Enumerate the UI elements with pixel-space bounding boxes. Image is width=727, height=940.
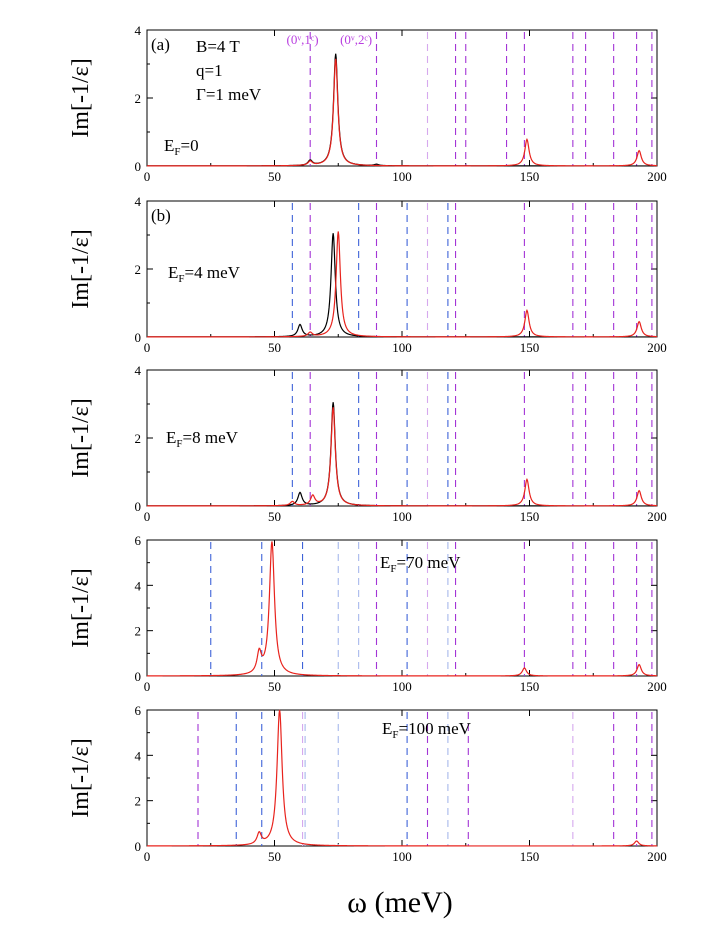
ef-subscript: F xyxy=(176,438,182,450)
ef-value: =8 meV xyxy=(183,428,239,447)
y-tick-label: 0 xyxy=(135,159,142,174)
panel-4: 0 50 100 150 200 0 2 4 6 Im[-1/ε] EF=100 meV xyxy=(68,703,667,864)
x-tick-label: 0 xyxy=(144,169,151,184)
x-tick-label: 100 xyxy=(392,340,412,355)
ef-main: E xyxy=(166,428,176,447)
panel-1: 0 50 100 150 200 0 2 4 Im[-1/ε] (b) EF=4 meV xyxy=(68,194,667,355)
panel-label: (a) xyxy=(151,35,170,54)
x-tick-label: 150 xyxy=(520,340,540,355)
y-tick-label: 6 xyxy=(135,533,142,548)
y-axis-label: Im[-1/ε] xyxy=(68,738,94,817)
fermi-energy-label: EF=70 meV xyxy=(380,553,461,575)
panel-0: 0 50 100 150 200 0 2 4 Im[-1/ε] (a) B=4 T q=1 Γ=1 me… xyxy=(68,23,667,184)
parameter-annotation: Γ=1 meV xyxy=(196,85,262,104)
ef-subscript: F xyxy=(174,146,180,158)
x-tick-label: 200 xyxy=(647,849,667,864)
x-tick-label: 200 xyxy=(647,169,667,184)
parameter-annotation: B=4 T xyxy=(196,37,240,56)
panel-label: (b) xyxy=(151,206,171,225)
y-tick-label: 4 xyxy=(135,23,142,38)
y-tick-label: 4 xyxy=(135,748,142,763)
y-axis-label: Im[-1/ε] xyxy=(68,229,94,308)
x-tick-label: 150 xyxy=(520,849,540,864)
x-tick-label: 0 xyxy=(144,679,151,694)
x-tick-label: 50 xyxy=(268,340,281,355)
x-tick-label: 50 xyxy=(268,849,281,864)
peak-label: (0ᵛ,1ᶜ) xyxy=(287,32,319,47)
y-tick-label: 4 xyxy=(135,194,142,209)
red-spectrum-curve xyxy=(147,231,658,338)
red-spectrum-curve xyxy=(147,541,658,677)
ef-main: E xyxy=(168,263,178,282)
x-tick-label: 100 xyxy=(392,169,412,184)
ef-value: =100 meV xyxy=(399,719,472,738)
fermi-energy-label: EF=4 meV xyxy=(168,263,241,285)
panel-2: 0 50 100 150 200 0 2 4 Im[-1/ε] EF=8 meV xyxy=(68,363,667,524)
y-tick-label: 2 xyxy=(135,794,142,809)
x-tick-label: 0 xyxy=(144,849,151,864)
x-tick-label: 150 xyxy=(520,679,540,694)
ef-value: =70 meV xyxy=(397,553,462,572)
y-tick-label: 6 xyxy=(135,703,142,718)
red-spectrum-curve xyxy=(147,58,658,167)
x-tick-label: 200 xyxy=(647,509,667,524)
y-tick-label: 0 xyxy=(135,669,142,684)
y-tick-label: 2 xyxy=(135,91,142,106)
peak-label: (0ᵛ,2ᶜ) xyxy=(340,32,372,47)
y-tick-label: 2 xyxy=(135,262,142,277)
y-tick-label: 4 xyxy=(135,363,142,378)
y-axis-label: Im[-1/ε] xyxy=(68,398,94,477)
black-spectrum-curve xyxy=(147,233,657,338)
x-tick-label: 100 xyxy=(392,849,412,864)
fermi-energy-label: EF=8 meV xyxy=(166,428,239,450)
y-tick-label: 0 xyxy=(135,499,142,514)
ef-subscript: F xyxy=(178,273,184,285)
y-axis-label: Im[-1/ε] xyxy=(68,58,94,137)
x-axis-label: ω (meV) xyxy=(347,886,453,919)
ef-value: =4 meV xyxy=(185,263,241,282)
y-tick-label: 0 xyxy=(135,330,142,345)
ef-main: E xyxy=(164,136,174,155)
y-tick-label: 4 xyxy=(135,578,142,593)
ef-subscript: F xyxy=(390,563,396,575)
x-tick-label: 150 xyxy=(520,509,540,524)
ef-value: =0 xyxy=(181,136,199,155)
y-tick-label: 2 xyxy=(135,431,142,446)
y-tick-label: 0 xyxy=(135,839,142,854)
ef-subscript: F xyxy=(392,729,398,741)
x-tick-label: 100 xyxy=(392,679,412,694)
ef-main: E xyxy=(380,553,390,572)
red-spectrum-curve xyxy=(147,407,658,507)
x-tick-label: 50 xyxy=(268,509,281,524)
ef-main: E xyxy=(382,719,392,738)
x-tick-label: 50 xyxy=(268,169,281,184)
y-tick-label: 2 xyxy=(135,624,142,639)
fermi-energy-label: EF=0 xyxy=(164,136,199,158)
x-tick-label: 0 xyxy=(144,509,151,524)
x-tick-label: 150 xyxy=(520,169,540,184)
black-spectrum-curve xyxy=(147,53,657,167)
black-spectrum-curve xyxy=(147,402,657,507)
y-axis-label: Im[-1/ε] xyxy=(68,568,94,647)
x-tick-label: 200 xyxy=(647,340,667,355)
x-tick-label: 100 xyxy=(392,509,412,524)
x-tick-label: 50 xyxy=(268,679,281,694)
x-tick-label: 200 xyxy=(647,679,667,694)
fermi-energy-label: EF=100 meV xyxy=(382,719,472,741)
x-tick-label: 0 xyxy=(144,340,151,355)
panel-3: 0 50 100 150 200 0 2 4 6 Im[-1/ε] EF=70 meV xyxy=(68,533,667,694)
red-spectrum-curve xyxy=(147,709,658,847)
parameter-annotation: q=1 xyxy=(196,61,223,80)
